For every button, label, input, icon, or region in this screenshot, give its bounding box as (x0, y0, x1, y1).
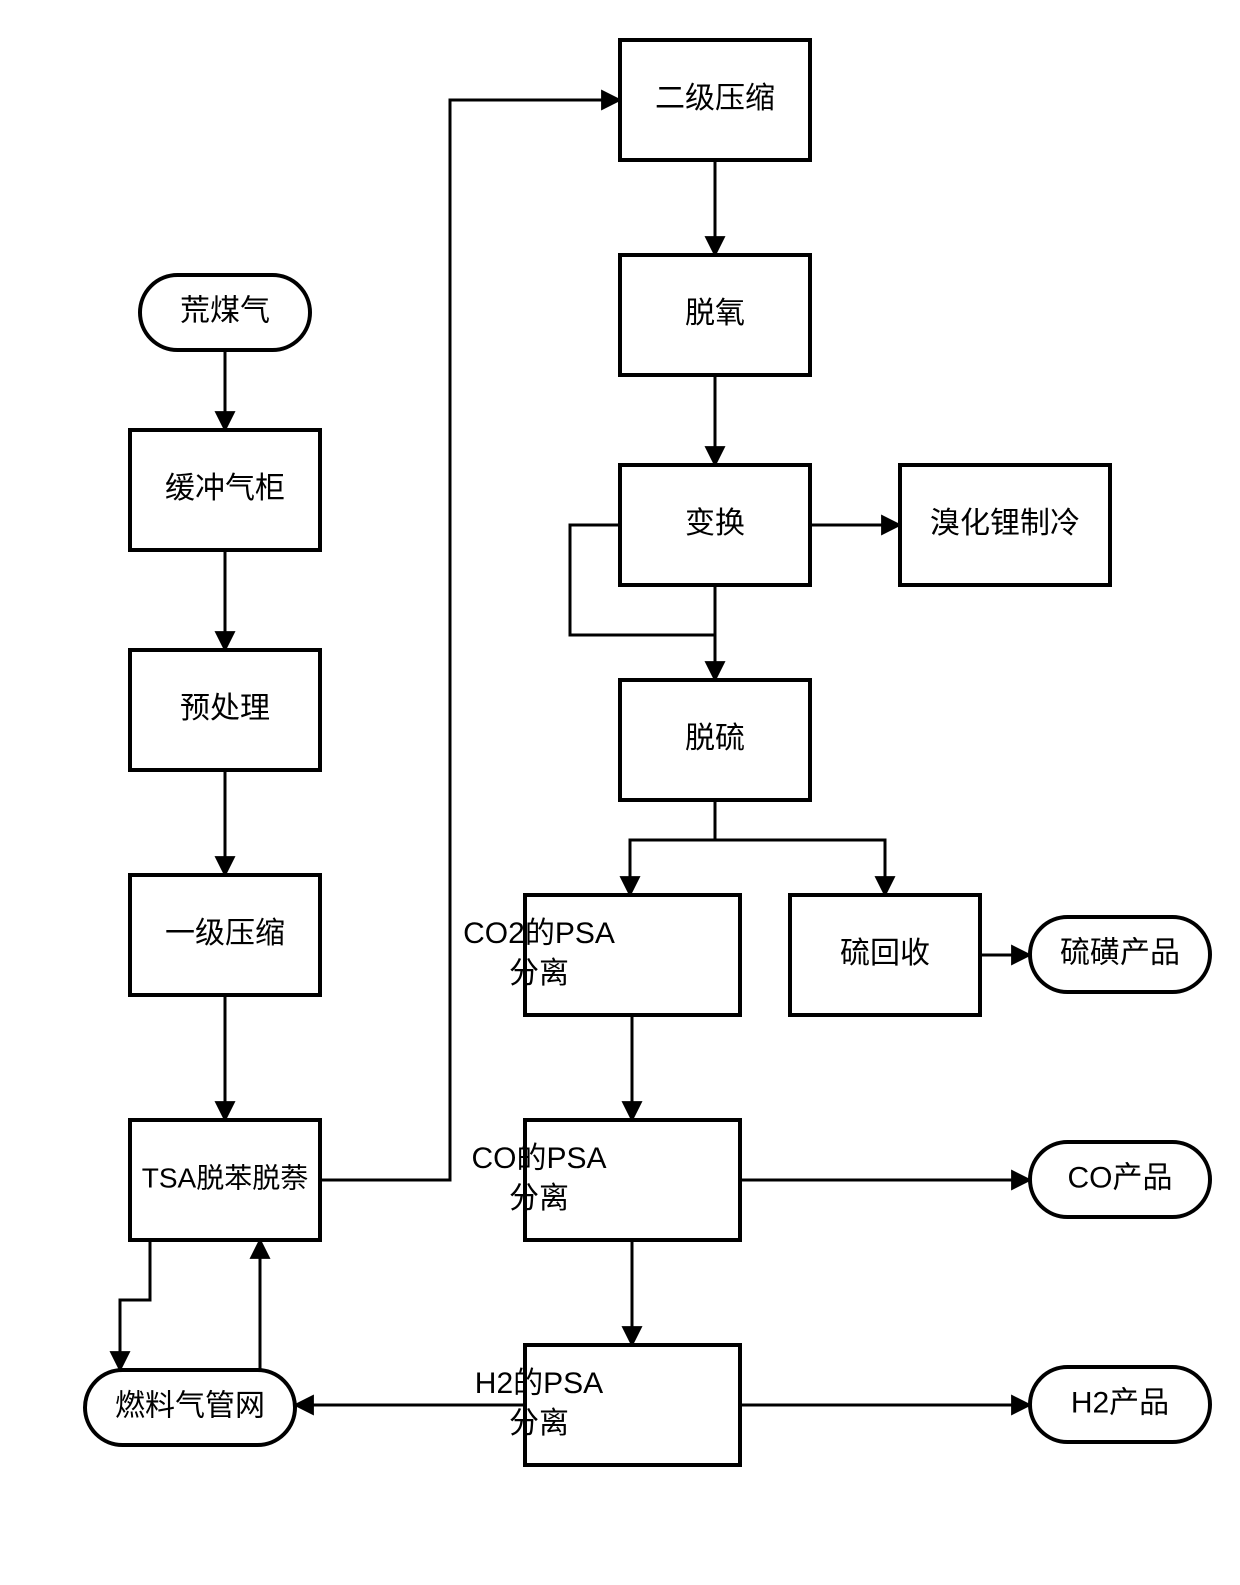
node-libr: 溴化锂制冷 (900, 465, 1110, 585)
node-shape-psa_co2 (525, 895, 740, 1015)
node-label1-psa_co2: CO2的PSA (463, 917, 615, 950)
node-label-comp1: 一级压缩 (165, 917, 285, 950)
node-label-s_recover: 硫回收 (840, 937, 930, 970)
node-comp2: 二级压缩 (620, 40, 810, 160)
node-h2_product: H2产品 (1030, 1367, 1210, 1442)
node-shape-psa_h2 (525, 1345, 740, 1465)
node-s_recover: 硫回收 (790, 895, 980, 1015)
node-label-h2_product: H2产品 (1071, 1386, 1169, 1419)
node-shape-psa_co (525, 1120, 740, 1240)
node-label2-psa_co: 分离 (509, 1182, 569, 1215)
node-label-raw_gas: 荒煤气 (180, 294, 270, 327)
node-psa_co: CO的PSA 分离 (471, 1120, 740, 1240)
nodes-layer: 荒煤气缓冲气柜预处理一级压缩 TSA脱苯脱萘燃料气管网 二级压缩脱氧变换 溴化锂制冷脱… (85, 40, 1210, 1465)
node-shift: 变换 (620, 465, 810, 585)
node-label2-psa_co2: 分离 (509, 957, 569, 990)
node-label-desulf: 脱硫 (685, 722, 745, 755)
node-label-comp2: 二级压缩 (655, 82, 775, 115)
node-co_product: CO产品 (1030, 1142, 1210, 1217)
node-raw_gas: 荒煤气 (140, 275, 310, 350)
node-label-deoxy: 脱氧 (685, 297, 745, 330)
edge-desulf-to-srec (715, 800, 885, 895)
node-label-libr: 溴化锂制冷 (930, 507, 1080, 540)
node-buffer_tank: 缓冲气柜 (130, 430, 320, 550)
node-label-s_product: 硫磺产品 (1060, 936, 1180, 969)
edge-desulf-to-psaco2 (630, 800, 715, 895)
node-label1-psa_co: CO的PSA (471, 1142, 606, 1175)
node-label-pretreat: 预处理 (180, 692, 270, 725)
node-psa_co2: CO2的PSA 分离 (463, 895, 740, 1015)
node-label-tsa: TSA脱苯脱萘 (142, 1162, 308, 1193)
node-s_product: 硫磺产品 (1030, 917, 1210, 992)
node-desulf: 脱硫 (620, 680, 810, 800)
edge-tsa-to-fuel (120, 1240, 150, 1370)
edge-tsa-to-comp2 (320, 100, 620, 1180)
node-tsa: TSA脱苯脱萘 (130, 1120, 320, 1240)
node-comp1: 一级压缩 (130, 875, 320, 995)
node-deoxy: 脱氧 (620, 255, 810, 375)
node-label-co_product: CO产品 (1068, 1161, 1173, 1194)
node-label-fuel_net: 燃料气管网 (115, 1389, 265, 1422)
node-label2-psa_h2: 分离 (509, 1407, 569, 1440)
node-pretreat: 预处理 (130, 650, 320, 770)
node-label1-psa_h2: H2的PSA (475, 1367, 603, 1400)
node-label-buffer_tank: 缓冲气柜 (165, 472, 285, 505)
node-label-shift: 变换 (685, 507, 745, 540)
node-fuel_net: 燃料气管网 (85, 1370, 295, 1445)
flowchart-canvas: 荒煤气缓冲气柜预处理一级压缩 TSA脱苯脱萘燃料气管网 二级压缩脱氧变换 溴化锂制冷脱… (0, 0, 1240, 1585)
